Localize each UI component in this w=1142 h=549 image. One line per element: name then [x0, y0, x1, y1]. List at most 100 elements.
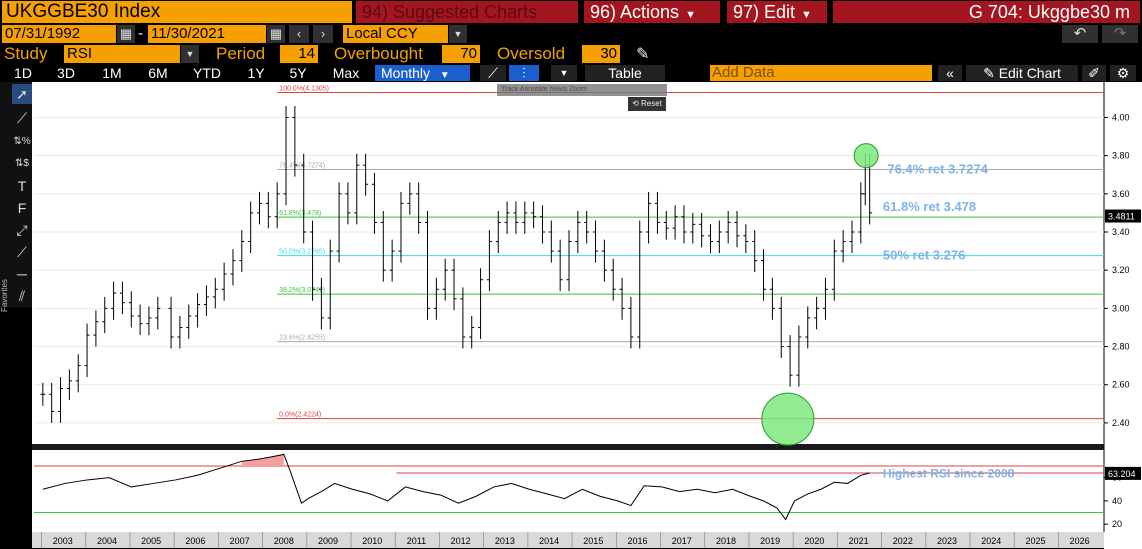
- price-bar: [849, 220, 855, 253]
- price-bar: [531, 201, 537, 229]
- price-bar: [796, 325, 802, 387]
- arrow-right-icon[interactable]: ›: [313, 25, 333, 43]
- range-6m[interactable]: 6M: [148, 65, 168, 81]
- currency-field[interactable]: Local CCY: [343, 25, 448, 43]
- price-bar: [716, 220, 722, 253]
- start-date-field[interactable]: 07/31/1992: [2, 25, 116, 43]
- horizontal-line-icon[interactable]: ─: [17, 266, 27, 282]
- x-tick-label: 2013: [495, 536, 515, 546]
- calendar-icon[interactable]: ▦: [267, 25, 285, 43]
- x-tick-label: 2025: [1025, 536, 1045, 546]
- price-bar: [389, 239, 395, 282]
- price-bar: [93, 310, 99, 347]
- x-tick-label: 2012: [451, 536, 471, 546]
- edit-box-icon[interactable]: ✐: [1082, 65, 1106, 81]
- chevron-down-icon[interactable]: ▼: [181, 45, 199, 63]
- channel-tool-icon[interactable]: ⫽: [18, 288, 26, 304]
- cursor-icon[interactable]: ➚: [12, 84, 32, 104]
- price-bar: [256, 191, 262, 225]
- bar-chart-icon[interactable]: ⫶: [509, 65, 539, 81]
- range-3d[interactable]: 3D: [57, 65, 75, 81]
- calendar-icon[interactable]: ▦: [117, 25, 135, 43]
- x-tick-label: 2015: [583, 536, 603, 546]
- redo-icon[interactable]: ↷: [1102, 25, 1138, 43]
- pencil-icon[interactable]: ✎: [636, 46, 650, 63]
- price-bar: [168, 296, 174, 349]
- edit-chart-button[interactable]: ✎ Edit Chart: [966, 65, 1078, 81]
- price-bar: [248, 201, 254, 253]
- fib-level-label: 100.0%(4.1305): [279, 86, 329, 93]
- ticker-field[interactable]: UKGGBE30 Index: [2, 1, 352, 23]
- price-bar: [707, 224, 713, 253]
- price-bar: [212, 277, 218, 309]
- price-bar: [778, 296, 784, 358]
- chevron-down-icon[interactable]: ▼: [449, 25, 467, 43]
- price-bar: [469, 316, 475, 349]
- price-bar: [460, 287, 466, 349]
- table-button[interactable]: Table: [585, 65, 665, 81]
- price-bar: [111, 281, 117, 320]
- caret-down-icon: ▼: [685, 9, 696, 21]
- ray-tool-icon[interactable]: ⟋: [17, 244, 27, 260]
- y-tick-label: 4.00: [1112, 112, 1130, 122]
- reset-button[interactable]: ⟲ Reset: [628, 97, 666, 111]
- chart-area[interactable]: 2003 2004 2005 2006 2007 2008 2009 2010 2011 2012…: [32, 82, 1142, 549]
- price-bar: [75, 354, 81, 393]
- title-bar: UKGGBE30 Index 94) Suggested Charts 96) …: [0, 0, 1142, 24]
- range-1d[interactable]: 1D: [14, 65, 32, 81]
- range-5y[interactable]: 5Y: [289, 65, 307, 81]
- price-bar: [283, 106, 289, 206]
- range-1y[interactable]: 1Y: [247, 65, 265, 81]
- x-tick-label: 2021: [849, 536, 869, 546]
- range-ytd[interactable]: YTD: [193, 65, 221, 81]
- x-tick-label: 2020: [804, 536, 824, 546]
- favorites-label: Favorites: [0, 279, 9, 312]
- overbought-field[interactable]: 70: [442, 45, 480, 63]
- retracement-annotation: 76.4% ret 3.7274: [887, 161, 988, 176]
- study-field[interactable]: RSI: [64, 45, 180, 63]
- price-bar: [601, 239, 607, 282]
- fibonacci-tool-icon[interactable]: F: [17, 200, 27, 216]
- price-bar: [513, 201, 519, 234]
- suggested-charts-button[interactable]: 94) Suggested Charts: [356, 1, 578, 23]
- price-bar: [274, 182, 280, 229]
- y-tick-label: 2.40: [1112, 418, 1130, 428]
- range-max[interactable]: Max: [332, 65, 360, 81]
- percent-tool-icon[interactable]: ⇅%: [13, 136, 31, 147]
- add-data-input[interactable]: Add Data: [710, 65, 932, 81]
- frequency-dropdown[interactable]: Monthly ▼: [375, 65, 470, 81]
- price-bar: [486, 230, 492, 292]
- actions-menu-button[interactable]: 96) Actions ▼: [584, 1, 720, 23]
- end-date-field[interactable]: 11/30/2021: [148, 25, 266, 43]
- rsi-last-label: 63.204: [1108, 469, 1136, 479]
- text-tool-icon[interactable]: T: [17, 178, 27, 194]
- pencil-icon: ✎: [983, 65, 999, 81]
- oversold-field[interactable]: 30: [582, 45, 620, 63]
- overbought-label: Overbought: [334, 44, 423, 63]
- line-chart-icon[interactable]: ⟋: [480, 65, 506, 81]
- draw-line-icon[interactable]: ⟋: [17, 110, 27, 126]
- range-1m[interactable]: 1M: [102, 65, 122, 81]
- fib-level-label: 50.0%(3.2765): [279, 249, 325, 256]
- price-bar: [398, 191, 404, 263]
- price-bar: [619, 277, 625, 320]
- retracement-annotation: 50% ret 3.276: [883, 248, 965, 263]
- dollar-tool-icon[interactable]: ⇅$: [15, 158, 29, 169]
- chart-mini-toolbar[interactable]: Track Annotate News Zoom: [497, 84, 667, 96]
- y-tick-label: 2.80: [1112, 342, 1130, 352]
- y-tick-label: 3.00: [1112, 303, 1130, 313]
- edit-menu-button[interactable]: 97) Edit ▼: [727, 1, 827, 23]
- x-tick-label: 2026: [1070, 536, 1090, 546]
- x-tick-label: 2016: [628, 536, 648, 546]
- trendline-tool-icon[interactable]: ⤢: [16, 222, 28, 238]
- price-bar: [40, 382, 46, 406]
- x-tick-label: 2014: [539, 536, 559, 546]
- arrow-left-icon[interactable]: ‹: [289, 25, 309, 43]
- rsi-last-tag: [1105, 466, 1141, 480]
- period-field[interactable]: 14: [280, 45, 318, 63]
- chevron-down-icon[interactable]: ▼: [551, 65, 577, 81]
- fib-level-label: 23.6%(2.8255): [279, 335, 325, 342]
- undo-icon[interactable]: ↶: [1062, 25, 1098, 43]
- double-chevron-left-icon[interactable]: «: [938, 65, 962, 81]
- settings-icon[interactable]: ⚙: [1110, 65, 1136, 81]
